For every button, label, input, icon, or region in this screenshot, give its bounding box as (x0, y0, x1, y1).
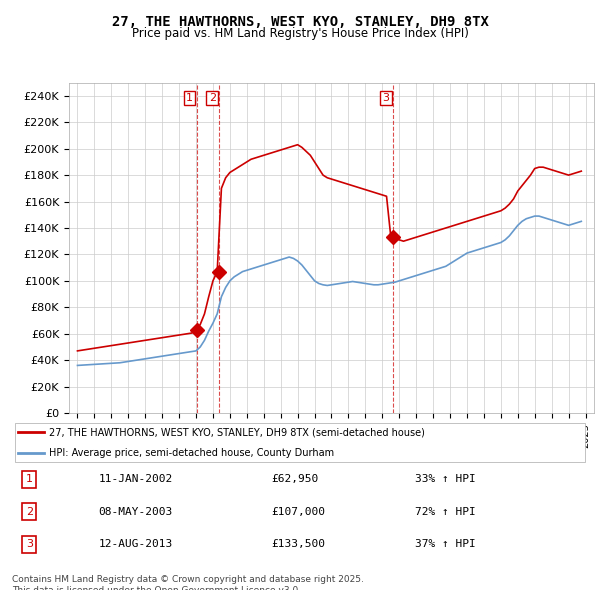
Text: 33% ↑ HPI: 33% ↑ HPI (415, 474, 476, 484)
Text: 27, THE HAWTHORNS, WEST KYO, STANLEY, DH9 8TX (semi-detached house): 27, THE HAWTHORNS, WEST KYO, STANLEY, DH… (49, 427, 425, 437)
Text: £107,000: £107,000 (271, 507, 325, 517)
Text: 72% ↑ HPI: 72% ↑ HPI (415, 507, 476, 517)
Text: Price paid vs. HM Land Registry's House Price Index (HPI): Price paid vs. HM Land Registry's House … (131, 27, 469, 40)
Text: 08-MAY-2003: 08-MAY-2003 (98, 507, 173, 517)
Text: HPI: Average price, semi-detached house, County Durham: HPI: Average price, semi-detached house,… (49, 448, 335, 458)
Text: 1: 1 (26, 474, 33, 484)
Text: Contains HM Land Registry data © Crown copyright and database right 2025.
This d: Contains HM Land Registry data © Crown c… (12, 575, 364, 590)
Text: £133,500: £133,500 (271, 539, 325, 549)
FancyBboxPatch shape (15, 422, 585, 463)
Text: £62,950: £62,950 (271, 474, 319, 484)
Text: 27, THE HAWTHORNS, WEST KYO, STANLEY, DH9 8TX: 27, THE HAWTHORNS, WEST KYO, STANLEY, DH… (112, 15, 488, 29)
Text: 12-AUG-2013: 12-AUG-2013 (98, 539, 173, 549)
Text: 3: 3 (382, 93, 389, 103)
Text: 11-JAN-2002: 11-JAN-2002 (98, 474, 173, 484)
Text: 2: 2 (26, 507, 33, 517)
Text: 2: 2 (209, 93, 216, 103)
Text: 37% ↑ HPI: 37% ↑ HPI (415, 539, 476, 549)
Text: 1: 1 (186, 93, 193, 103)
Text: 3: 3 (26, 539, 33, 549)
